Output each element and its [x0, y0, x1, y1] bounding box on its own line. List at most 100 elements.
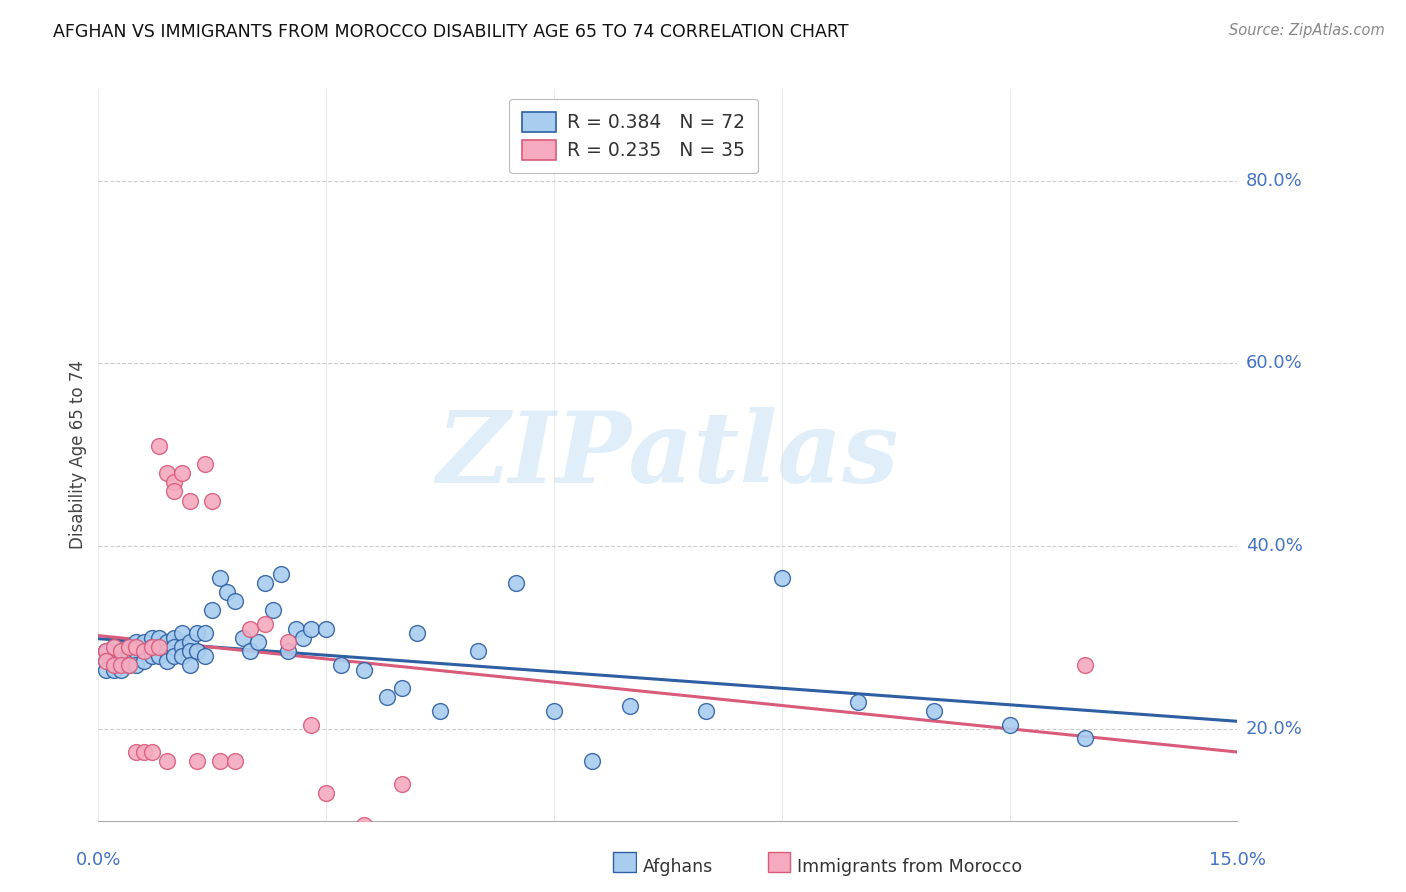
Point — [201, 603, 224, 617]
Text: 40.0%: 40.0% — [1246, 537, 1302, 556]
Point — [179, 493, 201, 508]
Point — [846, 695, 869, 709]
Point — [208, 754, 231, 768]
Point — [94, 663, 117, 677]
Point — [141, 640, 163, 654]
Point — [232, 631, 254, 645]
Point — [375, 690, 398, 705]
Text: Source: ZipAtlas.com: Source: ZipAtlas.com — [1229, 23, 1385, 38]
Point — [103, 658, 125, 673]
Point — [254, 576, 277, 591]
Point — [254, 617, 277, 632]
Point — [695, 704, 717, 718]
Point — [118, 640, 141, 654]
Point — [103, 654, 125, 668]
Legend: R = 0.384   N = 72, R = 0.235   N = 35: R = 0.384 N = 72, R = 0.235 N = 35 — [509, 99, 758, 173]
Point — [467, 644, 489, 658]
Point — [125, 658, 148, 673]
Point — [118, 658, 141, 673]
Point — [353, 663, 375, 677]
Point — [284, 622, 307, 636]
Text: 20.0%: 20.0% — [1246, 720, 1302, 739]
Text: 15.0%: 15.0% — [1209, 851, 1265, 869]
Point — [163, 640, 186, 654]
Point — [170, 626, 193, 640]
Point — [429, 704, 451, 718]
Point — [132, 635, 155, 649]
Point — [103, 640, 125, 654]
Point — [141, 631, 163, 645]
Point — [110, 644, 132, 658]
Point — [148, 640, 170, 654]
Text: AFGHAN VS IMMIGRANTS FROM MOROCCO DISABILITY AGE 65 TO 74 CORRELATION CHART: AFGHAN VS IMMIGRANTS FROM MOROCCO DISABI… — [53, 23, 849, 41]
Point — [330, 658, 353, 673]
Point — [148, 649, 170, 664]
Point — [277, 644, 299, 658]
Point — [1074, 731, 1097, 746]
Point — [186, 644, 208, 658]
Point — [315, 786, 337, 800]
Point — [170, 640, 193, 654]
Point — [156, 754, 179, 768]
Point — [94, 654, 117, 668]
Point — [292, 631, 315, 645]
Point — [391, 681, 413, 695]
Bar — [768, 852, 790, 871]
Point — [118, 640, 141, 654]
Point — [170, 466, 193, 480]
Point — [194, 457, 217, 471]
Point — [141, 745, 163, 759]
Point — [239, 644, 262, 658]
Point — [148, 640, 170, 654]
Point — [132, 745, 155, 759]
Point — [224, 754, 246, 768]
Point — [201, 493, 224, 508]
Text: 80.0%: 80.0% — [1246, 171, 1302, 190]
Point — [110, 644, 132, 658]
Point — [270, 566, 292, 581]
Point — [186, 754, 208, 768]
Point — [619, 699, 641, 714]
Point — [224, 594, 246, 608]
Point — [141, 640, 163, 654]
Point — [118, 649, 141, 664]
Point — [156, 635, 179, 649]
Point — [110, 663, 132, 677]
Point — [277, 635, 299, 649]
Point — [299, 717, 322, 731]
Point — [406, 626, 429, 640]
Text: 60.0%: 60.0% — [1246, 354, 1302, 373]
Point — [125, 745, 148, 759]
Point — [505, 576, 527, 591]
Point — [156, 466, 179, 480]
Point — [156, 654, 179, 668]
Y-axis label: Disability Age 65 to 74: Disability Age 65 to 74 — [69, 360, 87, 549]
Point — [103, 640, 125, 654]
Point — [179, 658, 201, 673]
Point — [94, 644, 117, 658]
Text: 0.0%: 0.0% — [76, 851, 121, 869]
Point — [262, 603, 284, 617]
Point — [170, 649, 193, 664]
Bar — [613, 852, 636, 871]
Point — [141, 649, 163, 664]
Point — [217, 585, 239, 599]
Point — [132, 644, 155, 658]
Point — [103, 663, 125, 677]
Point — [179, 635, 201, 649]
Point — [148, 631, 170, 645]
Point — [156, 644, 179, 658]
Point — [770, 571, 793, 585]
Point — [163, 475, 186, 490]
Point — [125, 635, 148, 649]
Point — [163, 484, 186, 499]
Point — [194, 626, 217, 640]
Point — [132, 644, 155, 658]
Point — [94, 644, 117, 658]
Point — [163, 631, 186, 645]
Point — [132, 654, 155, 668]
Point — [110, 654, 132, 668]
Point — [194, 649, 217, 664]
Point — [299, 622, 322, 636]
Point — [581, 754, 603, 768]
